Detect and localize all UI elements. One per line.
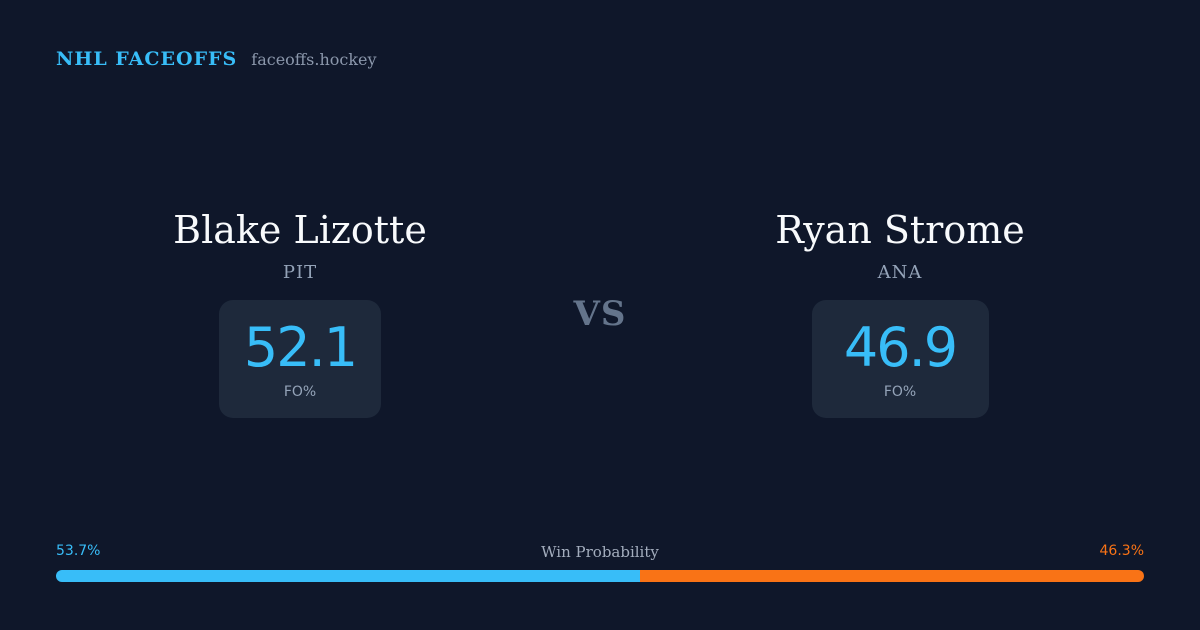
win-probability-title: Win Probability [541, 543, 659, 561]
player-team: ANA [877, 262, 923, 283]
win-probability-bar [56, 570, 1144, 582]
stat-label: FO% [883, 384, 917, 400]
faceoff-stat-box: 52.1 FO% [219, 300, 381, 418]
header: NHL FACEOFFS faceoffs.hockey [56, 48, 377, 70]
player-card-right: Ryan Strome ANA 46.9 FO% [690, 206, 1110, 418]
faceoff-percentage: 52.1 [243, 316, 358, 379]
win-probability-left: 53.7% [56, 543, 101, 559]
player-name: Blake Lizotte [173, 208, 427, 252]
stat-label: FO% [283, 384, 317, 400]
win-probability-bar-left [56, 570, 641, 582]
versus-label: VS [573, 294, 627, 334]
player-card-left: Blake Lizotte PIT 52.1 FO% [90, 206, 510, 418]
player-name: Ryan Strome [775, 208, 1025, 252]
site-url: faceoffs.hockey [251, 50, 377, 69]
brand-logo-text: NHL FACEOFFS [56, 48, 238, 70]
win-probability-right: 46.3% [1099, 543, 1144, 559]
faceoff-percentage: 46.9 [843, 316, 958, 379]
faceoff-stat-box: 46.9 FO% [811, 300, 989, 418]
win-probability-labels: 53.7% Win Probability 46.3% [56, 543, 1144, 563]
win-probability-bar-right [640, 570, 1144, 582]
player-team: PIT [282, 262, 318, 283]
